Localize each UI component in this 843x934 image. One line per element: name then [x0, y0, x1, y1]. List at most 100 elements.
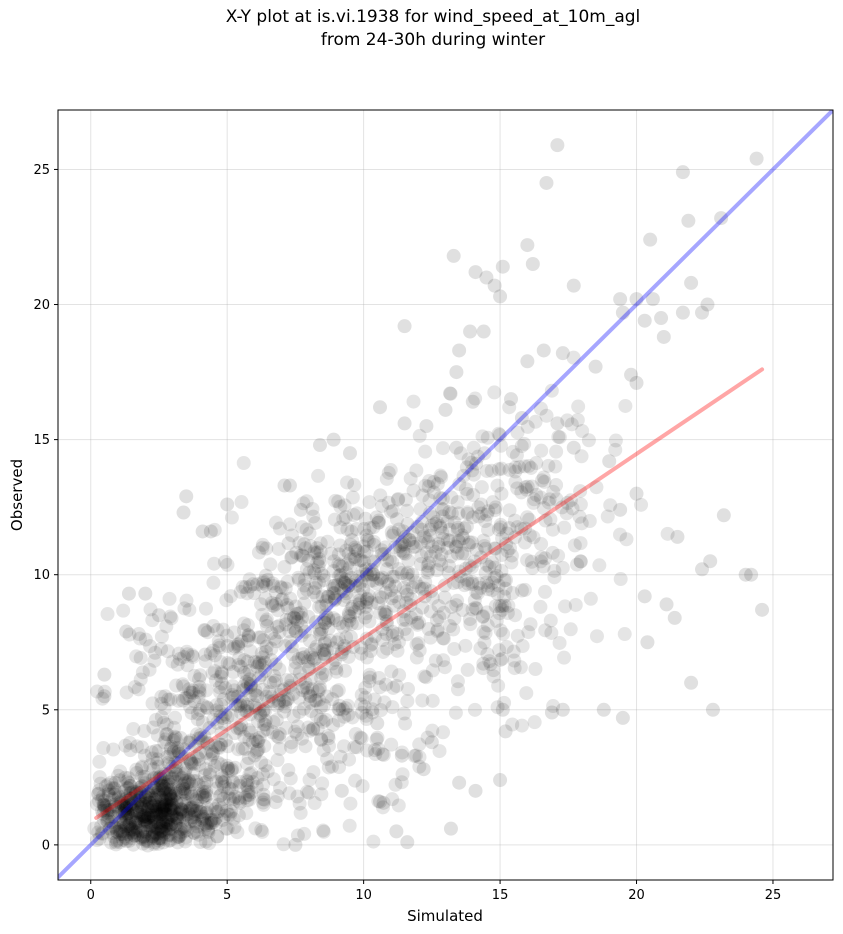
scatter-point [379, 471, 394, 486]
scatter-point [518, 521, 533, 536]
scatter-point [302, 662, 317, 677]
scatter-point [131, 682, 146, 697]
scatter-point [285, 550, 300, 565]
scatter-point [154, 771, 169, 786]
scatter-point [268, 657, 283, 672]
scatter-point [251, 734, 266, 749]
scatter-point [354, 552, 369, 567]
scatter-point [143, 639, 158, 654]
scatter-point [422, 528, 437, 543]
scatter-point [240, 756, 255, 771]
scatter-point [321, 728, 336, 743]
scatter-point [475, 609, 490, 624]
scatter-point [255, 795, 270, 810]
scatter-point [251, 742, 266, 757]
scatter-point [132, 785, 147, 800]
scatter-point [357, 544, 372, 559]
scatter-point [167, 732, 182, 747]
scatter-point [123, 779, 138, 794]
scatter-point [434, 502, 449, 517]
scatter-point [552, 430, 567, 445]
scatter-point [157, 802, 172, 817]
scatter-point [515, 639, 530, 654]
scatter-point [344, 524, 359, 539]
scatter-point [397, 319, 412, 334]
scatter-point [156, 815, 171, 830]
scatter-point [416, 529, 431, 544]
scatter-point [565, 501, 580, 516]
scatter-point [348, 540, 363, 555]
scatter-point [174, 785, 189, 800]
scatter-point [408, 748, 423, 763]
scatter-point [240, 586, 255, 601]
scatter-point [386, 526, 401, 541]
scatter-point [140, 807, 155, 822]
scatter-point [478, 514, 493, 529]
scatter-point [259, 578, 274, 593]
scatter-point [168, 730, 183, 745]
scatter-point [293, 502, 308, 517]
scatter-point [226, 792, 241, 807]
scatter-point [364, 637, 379, 652]
scatter-point [315, 643, 330, 658]
scatter-point [310, 545, 325, 560]
scatter-point [126, 784, 141, 799]
scatter-point [319, 689, 334, 704]
y-tick-label: 0 [42, 838, 50, 853]
scatter-point [329, 661, 344, 676]
scatter-point [433, 490, 448, 505]
scatter-point [255, 540, 270, 555]
scatter-point [492, 427, 507, 442]
scatter-point [91, 794, 106, 809]
scatter-point [172, 811, 187, 826]
scatter-point [193, 835, 208, 850]
scatter-point [169, 830, 184, 845]
scatter-point [338, 510, 353, 525]
scatter-point [137, 814, 152, 829]
scatter-point [254, 667, 269, 682]
scatter-point [315, 776, 330, 791]
scatter-point [128, 815, 143, 830]
scatter-point [326, 586, 341, 601]
scatter-point [270, 603, 285, 618]
scatter-point [270, 698, 285, 713]
scatter-point [187, 826, 202, 841]
scatter-point [168, 774, 183, 789]
scatter-point [180, 804, 195, 819]
scatter-point [371, 794, 386, 809]
scatter-point [695, 305, 710, 320]
scatter-point [117, 798, 132, 813]
scatter-point [535, 473, 550, 488]
scatter-point [290, 727, 305, 742]
scatter-point [151, 787, 166, 802]
scatter-point [555, 346, 570, 361]
scatter-point [108, 821, 123, 836]
scatter-point [161, 812, 176, 827]
scatter-point [107, 781, 122, 796]
scatter-point [269, 634, 284, 649]
scatter-point [124, 822, 139, 837]
scatter-point [157, 735, 172, 750]
scatter-point [388, 539, 403, 554]
scatter-point [198, 834, 213, 849]
scatter-point [161, 774, 176, 789]
scatter-point [175, 677, 190, 692]
scatter-point [201, 822, 216, 837]
scatter-point [374, 590, 389, 605]
scatter-point [161, 791, 176, 806]
scatter-point [263, 557, 278, 572]
scatter-point [379, 627, 394, 642]
scatter-point [145, 791, 160, 806]
scatter-point [149, 790, 164, 805]
scatter-point [191, 731, 206, 746]
scatter-point [520, 238, 535, 253]
scatter-point [308, 576, 323, 591]
scatter-point [351, 597, 366, 612]
scatter-point [207, 522, 222, 537]
scatter-point [187, 803, 202, 818]
scatter-point [146, 762, 161, 777]
scatter-point [749, 151, 764, 166]
scatter-point [170, 812, 185, 827]
scatter-point [127, 828, 142, 843]
x-tick-label: 20 [628, 888, 645, 903]
